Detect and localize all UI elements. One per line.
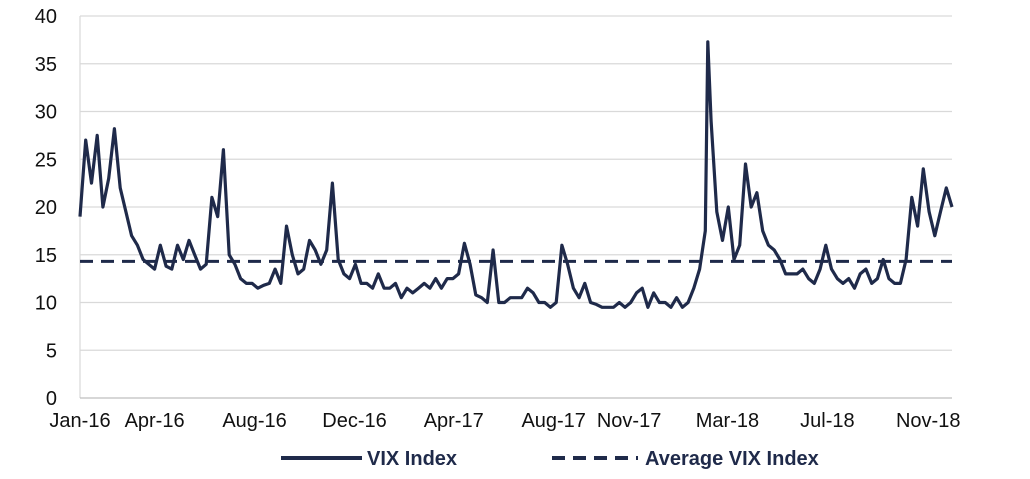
y-tick-35: 35 (35, 54, 57, 76)
x-tick-8: Jul-18 (800, 410, 854, 432)
y-tick-40: 40 (35, 6, 57, 28)
legend-label-vix-index: VIX Index (367, 448, 457, 470)
y-tick-15: 15 (35, 245, 57, 267)
y-tick-20: 20 (35, 197, 57, 219)
x-tick-0: Jan-16 (49, 410, 110, 432)
x-tick-6: Nov-17 (597, 410, 661, 432)
y-tick-0: 0 (46, 388, 57, 410)
y-tick-10: 10 (35, 293, 57, 315)
legend-label-average-vix-index: Average VIX Index (645, 448, 819, 470)
x-tick-4: Apr-17 (424, 410, 484, 432)
x-tick-5: Aug-17 (521, 410, 586, 432)
x-tick-9: Nov-18 (896, 410, 960, 432)
legend: VIX Index Average VIX Index (281, 448, 819, 470)
y-tick-5: 5 (46, 340, 57, 362)
x-axis-tick-labels: Jan-16 Apr-16 Aug-16 Dec-16 Apr-17 Aug-17 Nov-… (49, 410, 960, 432)
x-tick-1: Apr-16 (125, 410, 185, 432)
x-tick-7: Mar-18 (696, 410, 759, 432)
y-tick-30: 30 (35, 102, 57, 124)
x-tick-3: Dec-16 (322, 410, 386, 432)
x-tick-2: Aug-16 (222, 410, 287, 432)
y-axis-tick-labels: 0 5 10 15 20 25 30 35 40 (35, 6, 57, 410)
vix-index-line (78, 40, 954, 309)
y-tick-25: 25 (35, 149, 57, 171)
